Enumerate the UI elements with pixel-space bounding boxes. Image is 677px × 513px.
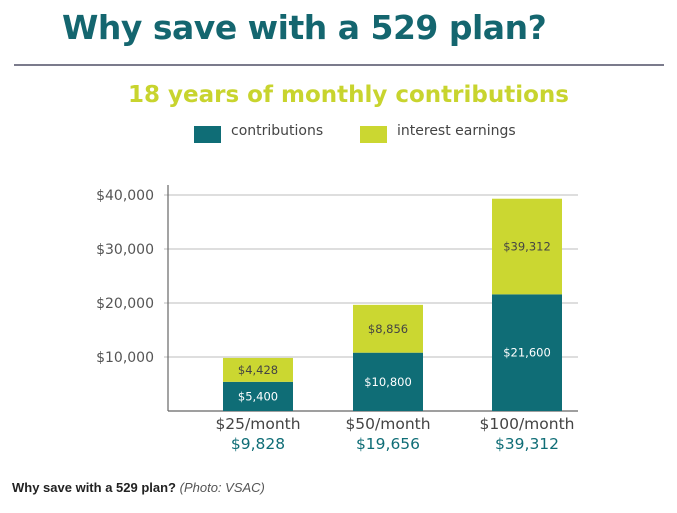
bar-value-label-interest-earnings-1: $8,856	[368, 322, 408, 336]
y-tick-label-3: $40,000	[96, 188, 154, 204]
x-category-total-0: $9,828	[231, 435, 285, 453]
legend-item-contributions: contributions	[194, 122, 324, 143]
divider	[14, 64, 664, 66]
caption-credit: (Photo: VSAC)	[179, 480, 265, 495]
legend-swatch-contributions	[194, 126, 221, 143]
bar-value-label-contributions-2: $21,600	[503, 346, 551, 360]
y-tick-label-2: $30,000	[96, 242, 154, 258]
bar-value-label-interest-earnings-2: $39,312	[503, 240, 551, 254]
bar-interest-earnings-0	[223, 357, 293, 382]
x-category-label-0: $25/month	[215, 415, 300, 433]
legend-item-interest-earnings: interest earnings	[360, 122, 516, 143]
bar-value-label-contributions-1: $10,800	[364, 375, 412, 389]
bar-contributions-1	[353, 352, 423, 411]
y-tick-label-0: $10,000	[96, 350, 154, 366]
bar-interest-earnings-1	[353, 304, 423, 353]
legend-label-interest-earnings: interest earnings	[397, 122, 516, 139]
bar-value-label-contributions-0: $5,400	[238, 389, 278, 403]
x-category-total-2: $39,312	[495, 435, 559, 453]
headline: Why save with a 529 plan?	[62, 8, 547, 47]
infographic: Why save with a 529 plan? 18 years of mo…	[0, 8, 677, 453]
bar-contributions-2	[492, 294, 562, 411]
x-category-label-2: $100/month	[480, 415, 575, 433]
bar-interest-earnings-2	[492, 198, 562, 295]
legend: contributions interest earnings	[0, 122, 677, 148]
photo-caption: Why save with a 529 plan? (Photo: VSAC)	[12, 480, 265, 495]
stacked-bar-chart: $10,000 $20,000 $30,000 $40,000 $5,400 $4,428…	[96, 185, 578, 453]
x-category-label-1: $50/month	[345, 415, 430, 433]
x-category-total-1: $19,656	[356, 435, 420, 453]
bar-value-label-interest-earnings-0: $4,428	[238, 363, 278, 377]
y-tick-label-1: $20,000	[96, 296, 154, 312]
legend-label-contributions: contributions	[231, 122, 324, 139]
chart-title: 18 years of monthly contributions	[128, 82, 569, 108]
caption-title: Why save with a 529 plan?	[12, 480, 176, 495]
bar-contributions-0	[223, 381, 293, 411]
legend-swatch-interest-earnings	[360, 126, 387, 143]
